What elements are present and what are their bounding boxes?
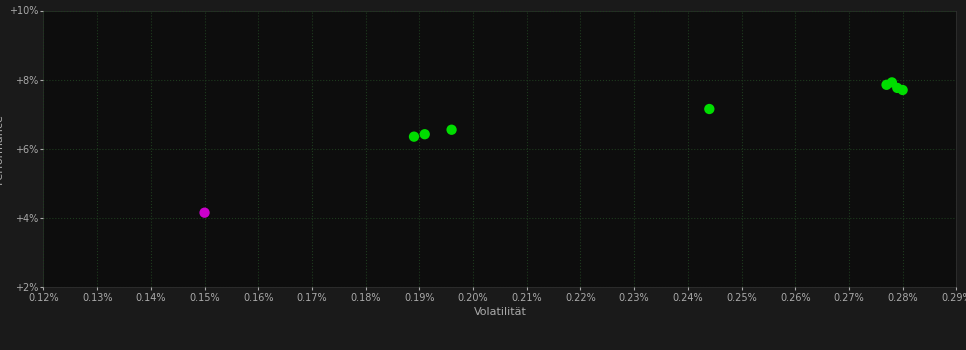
X-axis label: Volatilität: Volatilität: [473, 307, 526, 317]
Point: [701, 106, 717, 112]
Point: [879, 82, 895, 88]
Point: [417, 132, 433, 137]
Point: [407, 134, 422, 139]
Point: [890, 85, 905, 91]
Point: [895, 87, 910, 93]
Point: [884, 79, 899, 85]
Point: [197, 210, 213, 216]
Y-axis label: Performance: Performance: [0, 113, 5, 184]
Point: [443, 127, 459, 133]
